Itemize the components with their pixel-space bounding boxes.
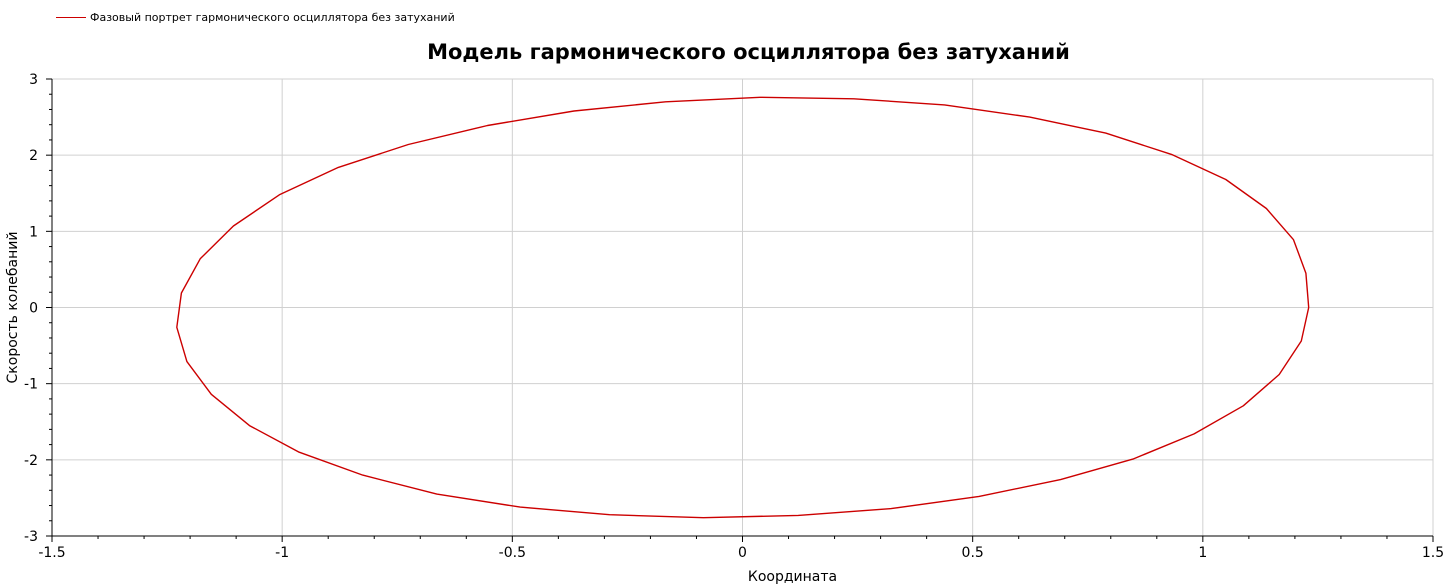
series-line xyxy=(176,96,1310,519)
x-tick-label: -1.5 xyxy=(38,545,65,561)
y-tick-label: 0 xyxy=(29,301,38,317)
y-tick-label: -1 xyxy=(24,377,38,393)
y-tick-label: -2 xyxy=(24,453,38,469)
y-tick-label: 2 xyxy=(29,148,38,164)
x-axis-label: Координата xyxy=(748,569,837,585)
x-tick-label: 1 xyxy=(1198,545,1207,561)
x-tick-label: -0.5 xyxy=(499,545,526,561)
x-tick-label: 1.5 xyxy=(1422,545,1444,561)
x-tick-label: 0.5 xyxy=(962,545,984,561)
x-tick-label: -1 xyxy=(275,545,289,561)
chart-title: Модель гармонического осциллятора без за… xyxy=(427,40,1070,64)
y-tick-label: -3 xyxy=(24,529,38,545)
legend-swatch xyxy=(56,16,86,18)
legend-label: Фазовый портрет гармонического осциллято… xyxy=(90,10,455,24)
y-tick-label: 3 xyxy=(29,72,38,88)
y-tick-label: 1 xyxy=(29,224,38,240)
x-tick-label: 0 xyxy=(738,545,747,561)
y-axis-label: Скорость колебаний xyxy=(5,232,21,384)
legend: Фазовый портрет гармонического осциллято… xyxy=(56,9,455,25)
